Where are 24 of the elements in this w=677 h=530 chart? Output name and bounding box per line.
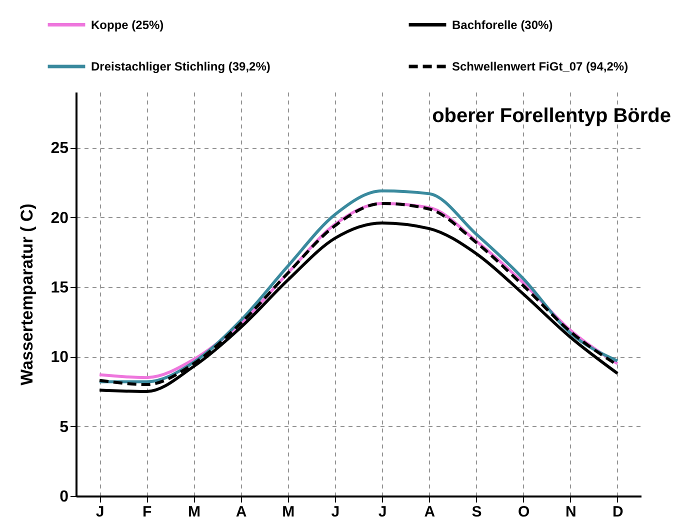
y-tick-label: 15 (50, 280, 69, 297)
x-tick-label: D (612, 504, 624, 520)
y-tick-label: 10 (50, 349, 69, 366)
x-tick-label: J (96, 504, 104, 520)
x-tick-label: N (565, 504, 576, 520)
y-tick-label: 0 (60, 488, 69, 506)
text: oberer Forellentyp Börde (432, 105, 671, 127)
x-tick-label: M (282, 504, 295, 520)
legend-label: Koppe (25%) (91, 18, 164, 32)
x-tick-label: F (142, 504, 152, 520)
legend-label: Dreistachliger Stichling (39,2%) (91, 60, 270, 74)
y-axis-title: Wassertemparatur ( C) (18, 204, 37, 386)
x-tick-label: J (331, 504, 340, 520)
x-tick-label: J (378, 504, 387, 520)
x-tick-label: S (472, 504, 482, 520)
legend-label: Bachforelle (30%) (452, 18, 553, 32)
x-tick-label: A (424, 504, 436, 520)
x-tick-label: O (518, 504, 530, 520)
legend-label: Schwellenwert FiGt_07 (94,2%) (452, 60, 628, 74)
y-tick-label: 5 (60, 418, 69, 436)
x-tick-label: M (188, 504, 200, 520)
y-tick-label: 25 (50, 140, 69, 158)
x-tick-label: A (236, 504, 247, 520)
y-tick-label: 20 (50, 210, 69, 227)
